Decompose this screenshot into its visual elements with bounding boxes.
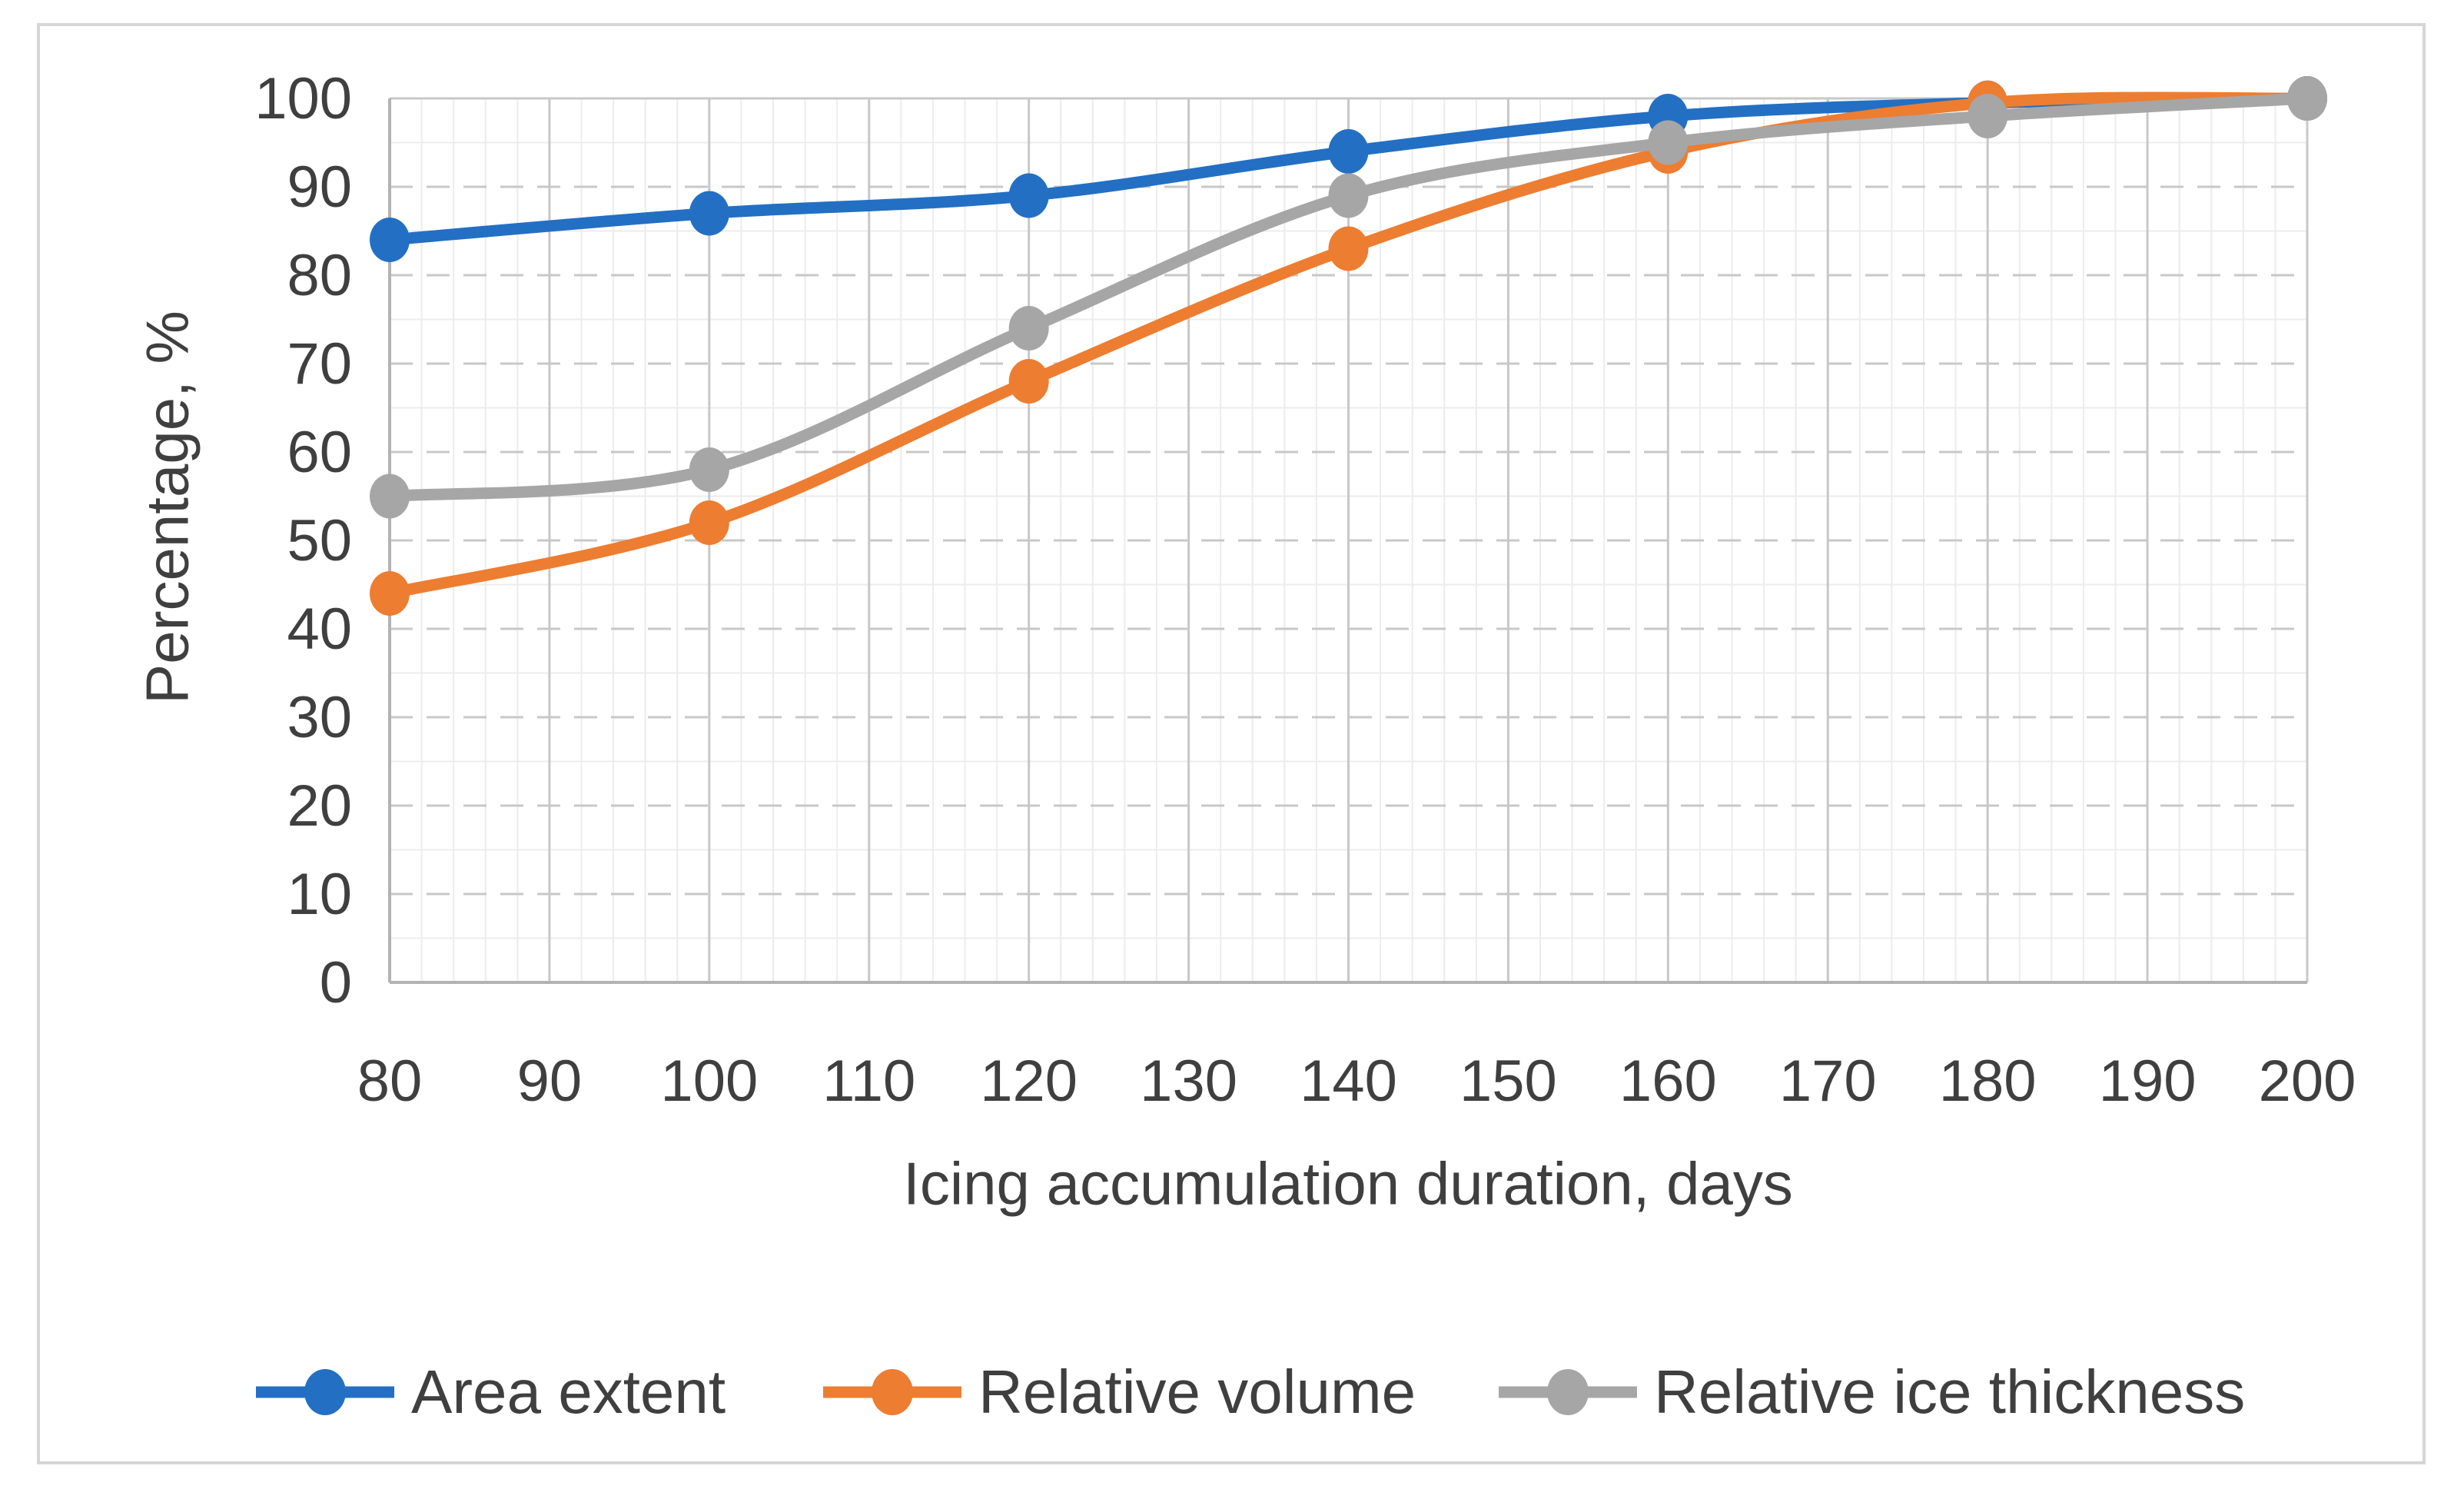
x-tick-label: 90 [517,1049,583,1114]
legend-dot-icon [1547,1369,1589,1415]
data-point-area-extent [370,218,410,262]
legend-marker-relative-ice-thickness [1499,1350,1637,1434]
data-point-area-extent [1008,173,1049,218]
y-tick-label: 70 [287,331,352,397]
x-tick-label: 200 [2259,1049,2356,1114]
data-point-relative-ice-thickness [689,447,729,492]
legend-item-relative-volume: Relative volume [823,1350,1416,1434]
legend-marker-relative-volume [823,1350,961,1434]
y-tick-label: 50 [287,508,352,573]
data-point-relative-volume [1328,226,1369,271]
legend-label: Relative ice thickness [1654,1358,2246,1426]
x-tick-label: 190 [2099,1049,2197,1114]
y-tick-label: 40 [287,597,352,662]
y-tick-label: 90 [287,155,352,220]
legend-item-relative-ice-thickness: Relative ice thickness [1499,1350,2245,1434]
x-tick-label: 120 [980,1049,1078,1114]
legend-marker-area-extent [256,1350,394,1434]
data-point-relative-ice-thickness [1008,306,1049,351]
data-point-relative-ice-thickness [1328,173,1369,218]
y-tick-label: 100 [254,66,352,131]
x-tick-label: 130 [1140,1049,1237,1114]
y-tick-label: 10 [287,862,352,927]
data-point-relative-ice-thickness [1968,94,2008,138]
y-axis-title: Percentage, % [133,311,201,704]
x-tick-label: 140 [1300,1049,1397,1114]
data-point-relative-ice-thickness [1648,120,1689,165]
data-point-relative-ice-thickness [2287,76,2327,121]
data-point-area-extent [1328,129,1369,174]
data-point-relative-volume [1008,359,1049,404]
legend-label: Relative volume [978,1358,1416,1426]
x-tick-label: 100 [660,1049,758,1114]
data-point-relative-ice-thickness [370,474,410,519]
legend-dot-icon [304,1369,346,1415]
x-axis-title: Icing accumulation duration, days [903,1149,1793,1218]
legend-label: Area extent [411,1358,726,1426]
x-tick-label: 170 [1779,1049,1877,1114]
y-tick-label: 30 [287,685,352,750]
data-point-relative-volume [370,571,410,616]
data-point-area-extent [689,191,729,236]
x-tick-label: 110 [822,1049,915,1114]
y-tick-label: 80 [287,243,352,308]
x-tick-label: 150 [1459,1049,1557,1114]
legend: Area extent Relative volume Relative ice… [0,1350,2464,1434]
legend-dot-icon [872,1369,913,1415]
y-tick-label: 60 [287,420,352,485]
legend-item-area-extent: Area extent [256,1350,726,1434]
y-tick-label: 0 [320,950,352,1015]
x-tick-label: 180 [1939,1049,2037,1114]
data-point-relative-volume [689,500,729,545]
x-tick-label: 80 [357,1049,423,1114]
x-tick-label: 160 [1619,1049,1717,1114]
y-tick-label: 20 [287,773,352,839]
